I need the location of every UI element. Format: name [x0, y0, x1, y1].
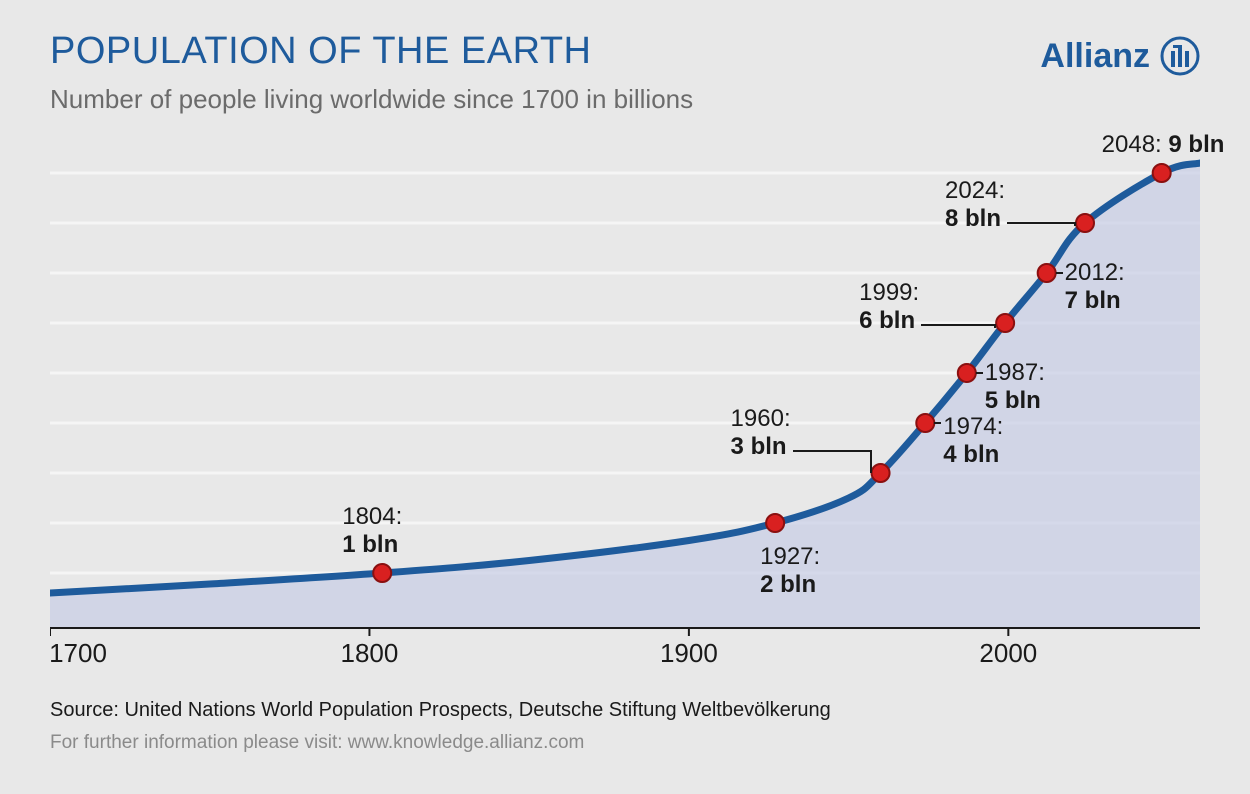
brand-logo-text: Allianz [1040, 37, 1150, 76]
year-label: 2048: [1102, 131, 1169, 158]
population-chart: 1804:1 bln 1927:2 bln 1960:3 bln 1974:4 bln… [50, 133, 1200, 693]
x-axis-tick: 2000 [979, 638, 1037, 669]
value-label: 4 bln [943, 441, 999, 468]
x-axis-tick: 1800 [341, 638, 399, 669]
footer-info: For further information please visit: ww… [50, 732, 1200, 754]
value-label: 2 bln [760, 571, 816, 598]
value-label: 8 bln [945, 205, 1001, 232]
x-axis-tick: 1900 [660, 638, 718, 669]
page-subtitle: Number of people living worldwide since … [50, 84, 1200, 115]
x-axis-tick: 1700 [49, 638, 107, 669]
allianz-eagle-icon [1160, 36, 1200, 76]
data-point-label: 1927:2 bln [760, 543, 820, 598]
source-text: Source: United Nations World Population … [50, 699, 1200, 722]
year-label: 1960: [731, 405, 791, 432]
value-label: 3 bln [731, 433, 787, 460]
data-point-label: 1999:6 bln [859, 279, 919, 334]
data-point-label: 1804:1 bln [342, 503, 402, 558]
data-point-label: 1987:5 bln [985, 359, 1045, 414]
year-label: 2012: [1065, 259, 1125, 286]
year-label: 1974: [943, 413, 1003, 440]
data-point-label: 1974:4 bln [943, 413, 1003, 468]
value-label: 5 bln [985, 387, 1041, 414]
year-label: 1804: [342, 503, 402, 530]
value-label: 6 bln [859, 307, 915, 334]
data-point-label: 1960:3 bln [731, 405, 791, 460]
data-point-label: 2048: 9 bln [1102, 131, 1225, 159]
brand-logo: Allianz [1040, 36, 1200, 76]
data-point-label: 2012:7 bln [1065, 259, 1125, 314]
year-label: 2024: [945, 177, 1005, 204]
value-label: 1 bln [342, 531, 398, 558]
year-label: 1999: [859, 279, 919, 306]
value-label: 7 bln [1065, 287, 1121, 314]
year-label: 1927: [760, 543, 820, 570]
page-title: POPULATION OF THE EARTH [50, 30, 591, 73]
data-point-label: 2024:8 bln [945, 177, 1005, 232]
year-label: 1987: [985, 359, 1045, 386]
value-label: 9 bln [1168, 131, 1224, 158]
